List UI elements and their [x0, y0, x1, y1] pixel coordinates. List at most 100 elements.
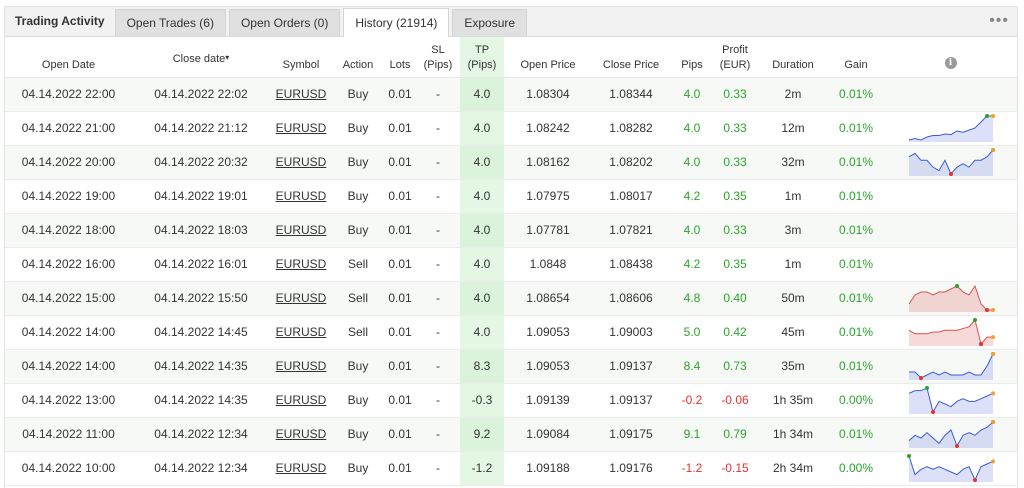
tp-cell: 8.3 — [473, 359, 491, 373]
lots-cell: 0.01 — [384, 281, 416, 316]
table-header-row: Open Date Close date▾ Symbol Action Lots… — [5, 37, 1017, 78]
close-price-cell: 1.07821 — [609, 223, 653, 237]
table-row[interactable]: 04.14.2022 18:00 04.14.2022 18:03 EURUSD Bu… — [5, 213, 1017, 248]
profit-cell: 0.35 — [714, 247, 756, 282]
gain-cell: 0.01% — [838, 189, 874, 203]
col-open-date[interactable]: Open Date — [5, 37, 132, 78]
table-row[interactable]: 04.14.2022 14:00 04.14.2022 14:45 EURUSD Se… — [5, 315, 1017, 350]
close-price-cell: 1.08282 — [592, 111, 670, 146]
close-date-cell: 04.14.2022 22:02 — [132, 77, 270, 112]
open-price-cell: 1.09084 — [526, 427, 570, 441]
tp-cell: -0.3 — [471, 393, 493, 407]
trade-sparkline — [908, 114, 995, 142]
symbol-link[interactable]: EURUSD — [275, 121, 327, 135]
col-tp[interactable]: TP (Pips) — [460, 37, 504, 78]
sparkline-area — [908, 320, 993, 346]
sl-cell: - — [416, 145, 460, 180]
col-lots[interactable]: Lots — [384, 37, 416, 78]
symbol-link[interactable]: EURUSD — [275, 393, 327, 407]
history-table: Open Date Close date▾ Symbol Action Lots… — [5, 37, 1017, 486]
sparkline-cell — [882, 315, 1017, 350]
table-row[interactable]: 04.14.2022 14:00 04.14.2022 14:35 EURUSD Bu… — [5, 349, 1017, 384]
table-row[interactable]: 04.14.2022 21:00 04.14.2022 21:12 EURUSD Bu… — [5, 111, 1017, 146]
open-price-cell: 1.08242 — [526, 121, 570, 135]
action-cell: Buy — [332, 383, 384, 418]
col-close-date-label: Close date — [172, 52, 226, 65]
action-cell: Buy — [332, 417, 384, 452]
open-price-cell: 1.09139 — [504, 383, 592, 418]
col-sl[interactable]: SL (Pips) — [416, 37, 460, 78]
open-date-cell: 04.14.2022 22:00 — [5, 77, 132, 112]
symbol-link[interactable]: EURUSD — [275, 359, 327, 373]
table-row[interactable]: 04.14.2022 19:00 04.14.2022 19:01 EURUSD Bu… — [5, 179, 1017, 214]
table-row[interactable]: 04.14.2022 13:00 04.14.2022 14:35 EURUSD Bu… — [5, 383, 1017, 418]
table-row[interactable]: 04.14.2022 10:00 04.14.2022 12:34 EURUSD Bu… — [5, 451, 1017, 486]
gain-cell: 0.01% — [838, 223, 874, 237]
col-close-price[interactable]: Close Price — [592, 37, 670, 78]
tab-history[interactable]: History (21914) — [343, 8, 450, 37]
sl-cell: - — [416, 247, 460, 282]
col-pips[interactable]: Pips — [670, 37, 714, 78]
symbol-link[interactable]: EURUSD — [275, 155, 327, 169]
table-row[interactable]: 04.14.2022 15:00 04.14.2022 15:50 EURUSD Se… — [5, 281, 1017, 316]
sparkline-max-dot — [972, 318, 977, 322]
open-date-cell: 04.14.2022 14:00 — [21, 359, 116, 373]
duration-cell: 2m — [756, 77, 830, 112]
more-options-icon[interactable]: ••• — [989, 12, 1009, 29]
table-row[interactable]: 04.14.2022 22:00 04.14.2022 22:02 EURUSD Bu… — [5, 77, 1017, 112]
symbol-link[interactable]: EURUSD — [275, 223, 327, 237]
info-icon[interactable]: i — [944, 56, 957, 69]
col-close-date[interactable]: Close date▾ — [132, 37, 270, 78]
lots-cell: 0.01 — [384, 417, 416, 452]
col-open-price[interactable]: Open Price — [504, 37, 592, 78]
lots-cell: 0.01 — [388, 393, 412, 407]
sl-cell: - — [436, 359, 440, 373]
symbol-link[interactable]: EURUSD — [275, 189, 327, 203]
sparkline-cell — [882, 247, 1017, 282]
duration-cell: 1h 34m — [756, 417, 830, 452]
symbol-link[interactable]: EURUSD — [275, 291, 327, 305]
tab-exposure[interactable]: Exposure — [452, 9, 528, 36]
open-date-cell: 04.14.2022 20:00 — [5, 145, 132, 180]
close-price-cell: 1.08202 — [592, 145, 670, 180]
duration-cell: 1h 35m — [756, 383, 830, 418]
symbol-link[interactable]: EURUSD — [275, 87, 327, 101]
sparkline-end-dot — [990, 335, 995, 340]
duration-cell: 45m — [781, 325, 805, 339]
tp-cell: 8.3 — [460, 349, 504, 384]
sparkline-end-dot — [990, 391, 995, 396]
symbol-link[interactable]: EURUSD — [275, 325, 327, 339]
open-price-cell: 1.08304 — [504, 77, 592, 112]
open-date-cell: 04.14.2022 10:00 — [21, 461, 116, 475]
symbol-link[interactable]: EURUSD — [275, 461, 327, 475]
col-gain[interactable]: Gain — [830, 37, 882, 78]
action-cell: Sell — [347, 257, 368, 271]
col-duration[interactable]: Duration — [756, 37, 830, 78]
lots-cell: 0.01 — [384, 451, 416, 486]
symbol-link[interactable]: EURUSD — [275, 427, 327, 441]
tp-cell: 4.0 — [460, 77, 504, 112]
sl-cell: - — [436, 87, 440, 101]
open-date-cell: 04.14.2022 21:00 — [21, 121, 116, 135]
profit-cell: 0.33 — [714, 77, 756, 112]
duration-cell: 50m — [756, 281, 830, 316]
tab-open-trades[interactable]: Open Trades (6) — [114, 9, 226, 36]
sl-cell: - — [416, 111, 460, 146]
table-row[interactable]: 04.14.2022 16:00 04.14.2022 16:01 EURUSD Se… — [5, 247, 1017, 282]
lots-cell: 0.01 — [384, 111, 416, 146]
table-row[interactable]: 04.14.2022 11:00 04.14.2022 12:34 EURUSD Bu… — [5, 417, 1017, 452]
col-symbol[interactable]: Symbol — [270, 37, 332, 78]
sparkline-cell — [882, 179, 1017, 214]
tp-cell: 4.0 — [473, 223, 491, 237]
symbol-link[interactable]: EURUSD — [275, 257, 327, 271]
table-row[interactable]: 04.14.2022 20:00 04.14.2022 20:32 EURUSD Bu… — [5, 145, 1017, 180]
col-profit[interactable]: Profit (EUR) — [714, 37, 756, 78]
profit-cell: 0.33 — [723, 155, 747, 169]
open-date-cell: 04.14.2022 21:00 — [5, 111, 132, 146]
profit-cell: -0.06 — [721, 393, 749, 407]
tab-open-orders[interactable]: Open Orders (0) — [228, 9, 341, 36]
close-date-cell: 04.14.2022 15:50 — [154, 291, 248, 305]
col-action[interactable]: Action — [332, 37, 384, 78]
sl-cell: - — [436, 223, 440, 237]
gain-cell: 0.00% — [830, 383, 882, 418]
